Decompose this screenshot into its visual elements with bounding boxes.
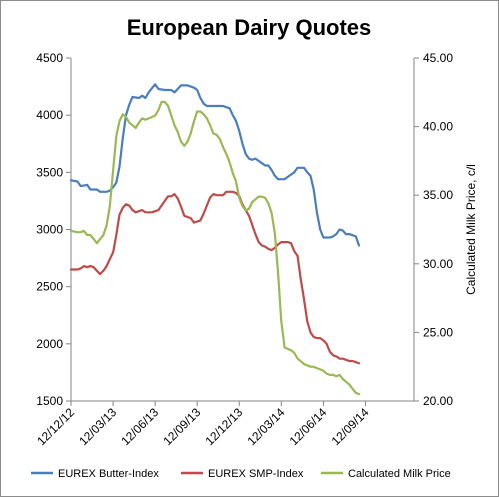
y-left-tick-label: 3000: [36, 223, 63, 237]
y-right-tick-label: 45.00: [423, 51, 453, 65]
y-left-tick-label: 4500: [36, 51, 63, 65]
legend-label: EUREX SMP-Index: [208, 468, 304, 480]
x-tick-label: 12/03/14: [245, 405, 288, 448]
series-line-3: [69, 100, 361, 396]
legend-label: Calculated Milk Price: [348, 468, 451, 480]
series-line-2: [69, 190, 361, 365]
series-layer: [69, 83, 361, 396]
x-tick-label: 12/06/13: [118, 405, 161, 448]
y-left-tick-label: 1500: [36, 394, 63, 408]
x-tick-label: 12/09/14: [329, 405, 372, 448]
y-left-tick-label: 2000: [36, 337, 63, 351]
y-right-tick-label: 25.00: [423, 325, 453, 339]
y-right-tick-label: 30.00: [423, 257, 453, 271]
x-tick-label: 12/12/13: [202, 405, 245, 448]
x-tick-label: 12/06/14: [287, 405, 330, 448]
y-right-tick-label: 35.00: [423, 188, 453, 202]
x-tick-label: 12/12/12: [34, 405, 77, 448]
axes-layer: 1500 2000 2500 3000 3500 4000 4500 20.00 25.00 30…: [34, 51, 478, 448]
y-right-tick-label: 20.00: [423, 394, 453, 408]
y-left-tick-label: 4000: [36, 108, 63, 122]
y-left-tick-label: 2500: [36, 280, 63, 294]
legend-label: EUREX Butter-Index: [58, 468, 159, 480]
y-right-axis-title: Calculated Milk Price, c/l: [464, 164, 478, 295]
series-line-1: [69, 83, 361, 247]
y-right-tick-label: 40.00: [423, 120, 453, 134]
chart-title: European Dairy Quotes: [127, 15, 372, 40]
y-left-tick-label: 3500: [36, 165, 63, 179]
x-tick-label: 12/03/13: [76, 405, 119, 448]
x-tick-label: 12/09/13: [160, 405, 203, 448]
legend: EUREX Butter-Index EUREX SMP-Index Calcula…: [31, 468, 451, 480]
